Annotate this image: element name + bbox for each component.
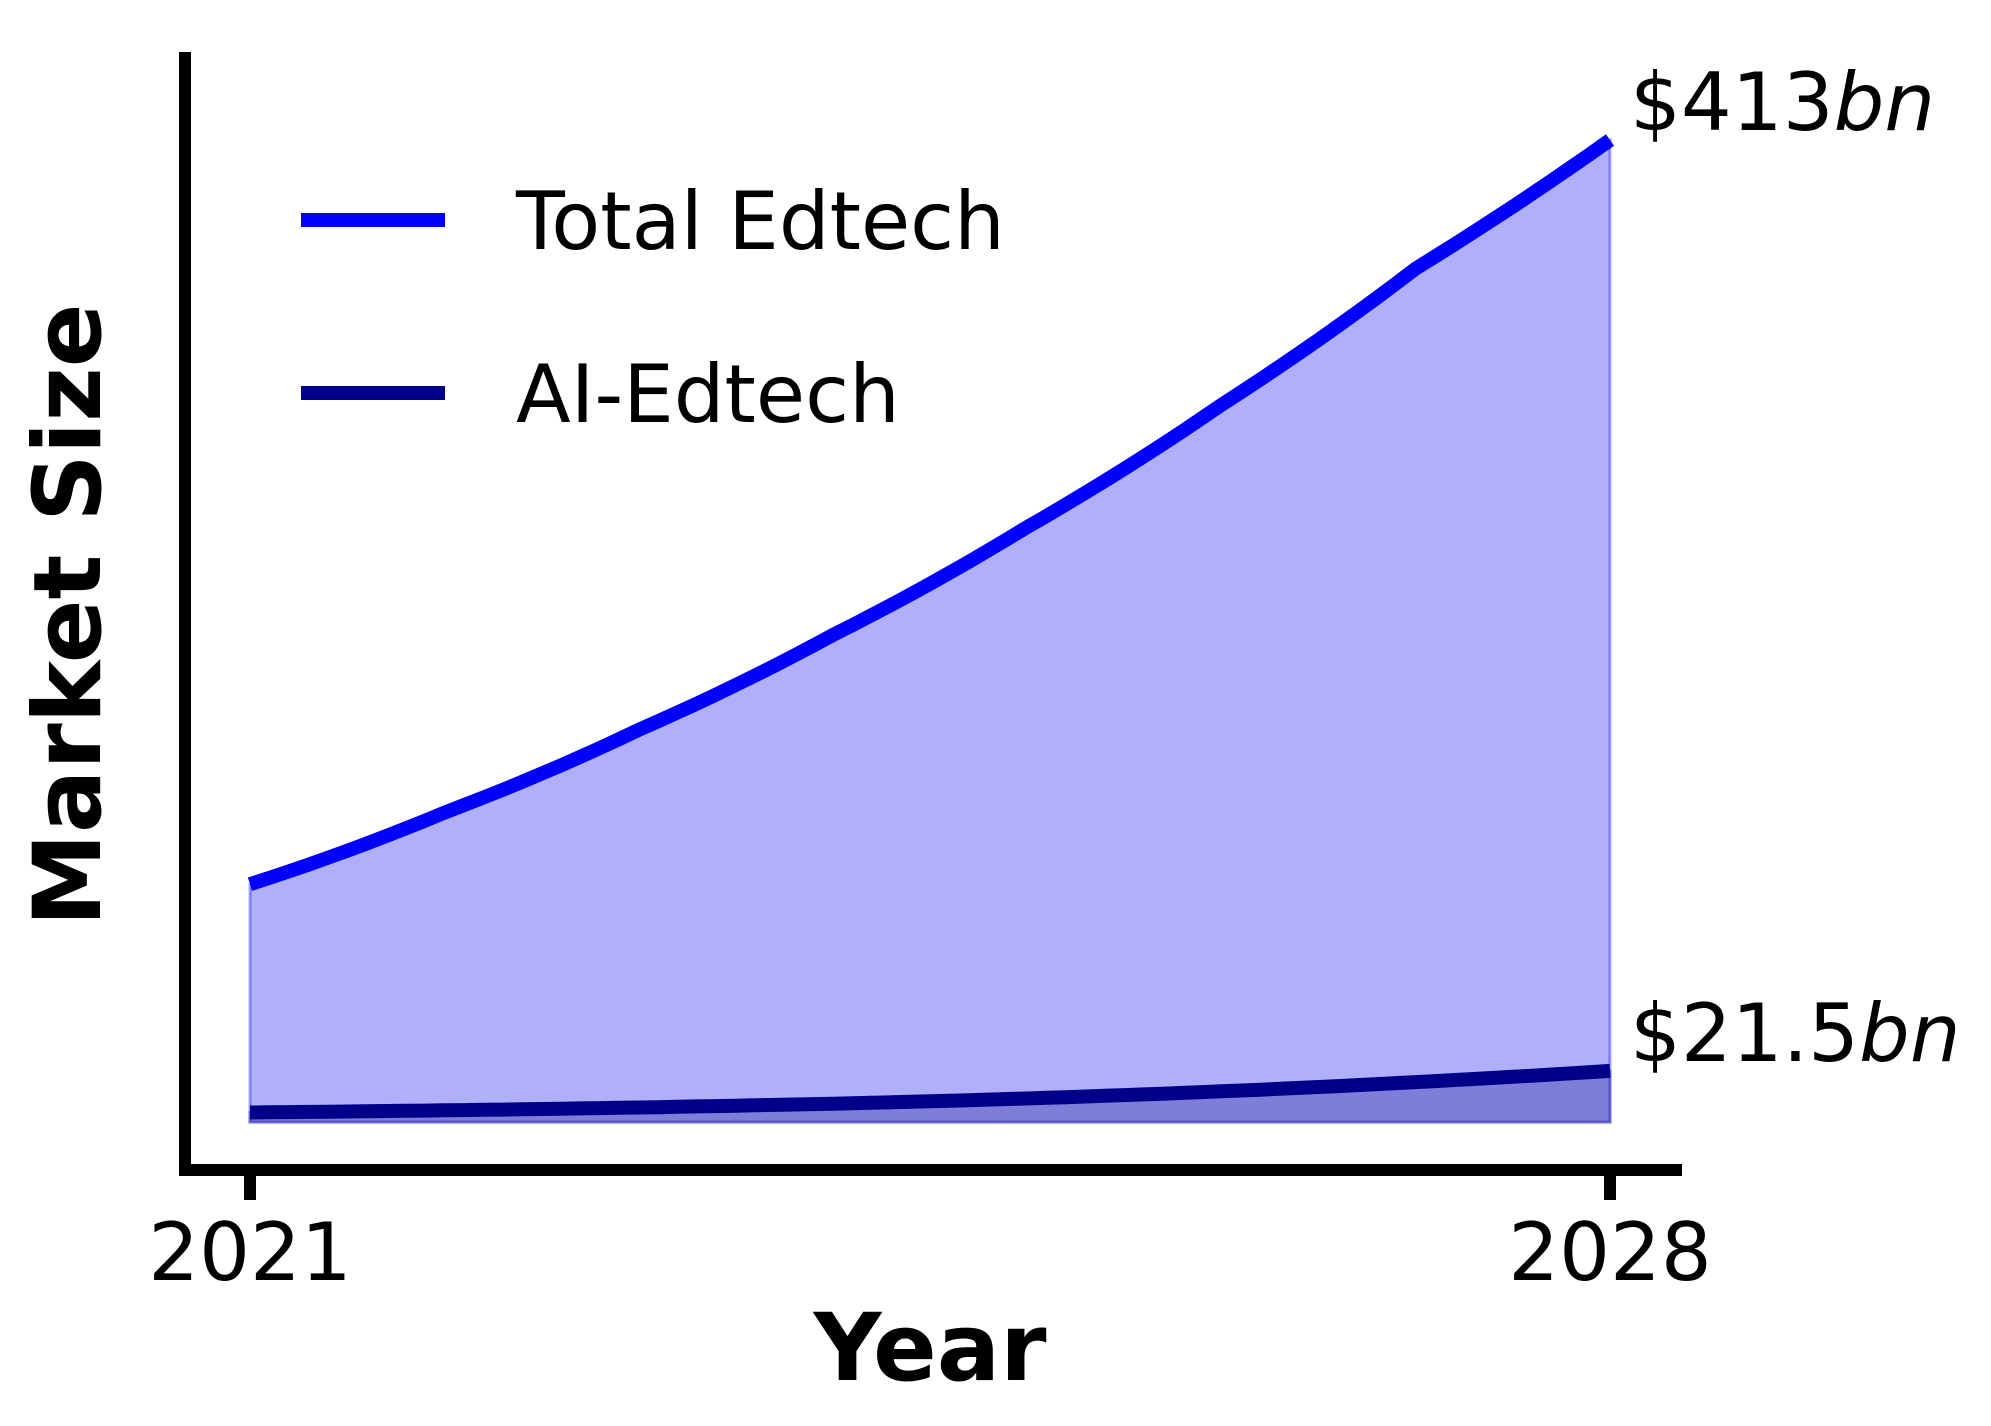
- end-value-label: $413bn: [1630, 56, 1935, 149]
- x-tick-label: 2021: [148, 1206, 352, 1299]
- x-axis-title: Year: [813, 1294, 1048, 1403]
- legend-label: Total Edtech: [515, 175, 1005, 268]
- x-tick-label: 2028: [1508, 1206, 1712, 1299]
- total-edtech-area: [248, 137, 1612, 1124]
- x-ticks: 2021 2028: [148, 1170, 1712, 1299]
- end-value-label: $21.5bn: [1630, 987, 1961, 1080]
- legend-label: AI-Edtech: [516, 348, 900, 441]
- y-axis-title: Market Size: [14, 303, 123, 926]
- total-edtech-line: [247, 134, 1615, 891]
- series-lines: [247, 134, 1615, 1120]
- end-labels: $413bn $21.5bn: [1630, 56, 1961, 1080]
- area-fills: [248, 137, 1612, 1124]
- legend: Total Edtech AI-Edtech: [301, 175, 1005, 441]
- ai-edtech-line: [249, 1063, 1611, 1120]
